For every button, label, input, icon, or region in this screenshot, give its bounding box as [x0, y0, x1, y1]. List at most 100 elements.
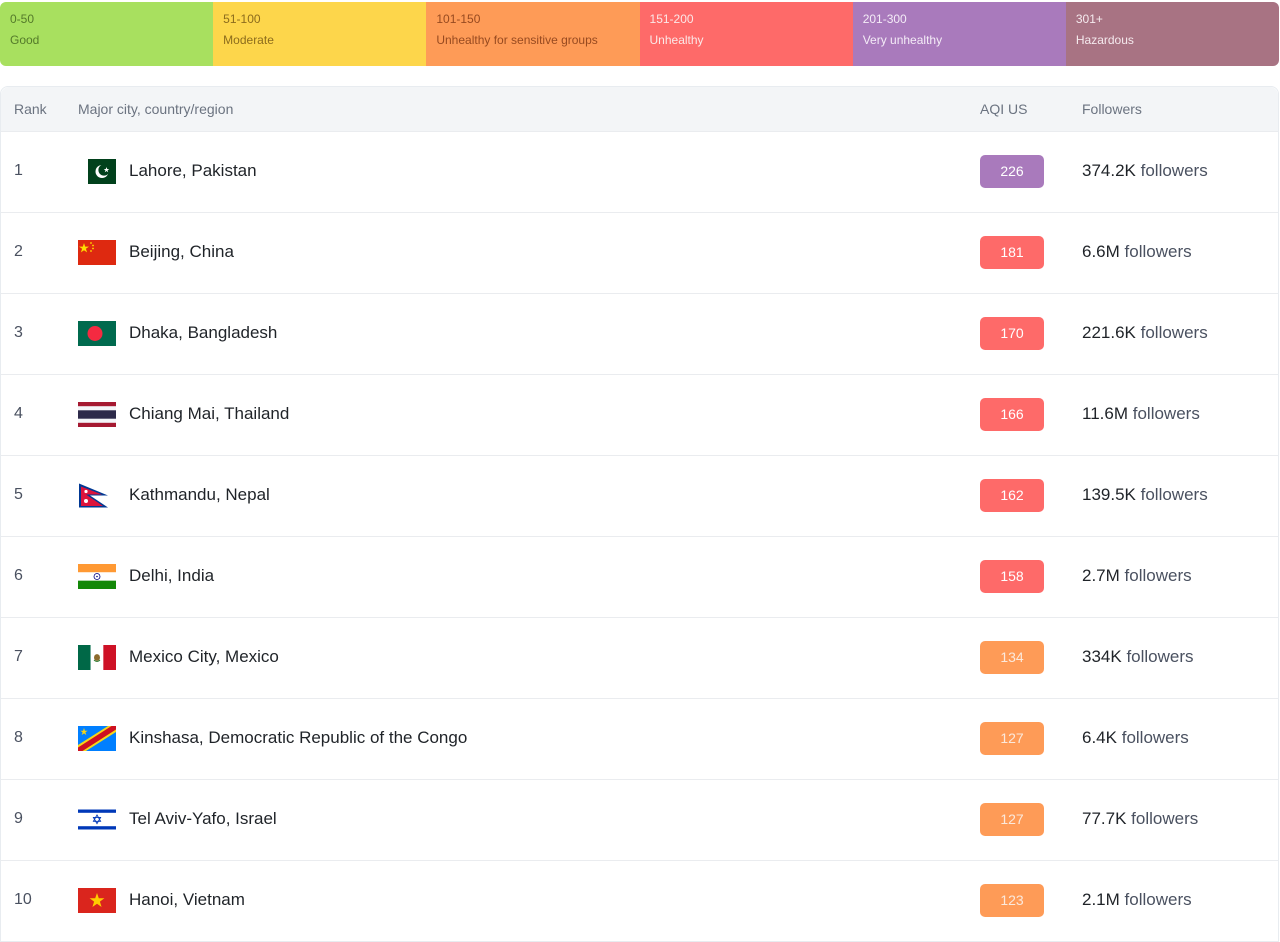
followers-count: 77.7K	[1082, 809, 1127, 828]
mexico-flag-icon	[78, 645, 116, 670]
city-link[interactable]: Mexico City, Mexico	[129, 647, 279, 666]
table-row[interactable]: 3 Dhaka, Bangladesh 170 221.6K followers	[1, 293, 1278, 374]
table-row[interactable]: 7 Mexico City, Mexico 134 334K followers	[1, 617, 1278, 698]
legend-good: 0-50 Good	[0, 2, 214, 66]
followers-count: 139.5K	[1082, 485, 1136, 504]
followers-cell: 374.2K followers	[1082, 161, 1208, 181]
rank-cell: 9	[14, 810, 23, 827]
followers-cell: 221.6K followers	[1082, 323, 1208, 343]
legend-range: 0-50	[10, 12, 35, 26]
aqi-legend: 0-50 Good 51-100 Moderate 101-150 Unheal…	[0, 2, 1279, 66]
rank-cell: 10	[14, 891, 32, 908]
followers-cell: 6.4K followers	[1082, 728, 1189, 748]
legend-unhealthy-sensitive: 101-150 Unhealthy for sensitive groups	[426, 2, 640, 66]
followers-suffix: followers	[1121, 728, 1189, 747]
rank-cell: 3	[14, 324, 23, 341]
legend-label: Unhealthy	[649, 33, 704, 47]
aqi-badge: 158	[980, 560, 1044, 593]
nepal-flag-icon	[78, 483, 116, 508]
aqi-badge: 166	[980, 398, 1044, 431]
legend-range: 301+	[1075, 12, 1103, 26]
city-link[interactable]: Hanoi, Vietnam	[129, 890, 245, 909]
followers-suffix: followers	[1140, 161, 1208, 180]
header-aqi[interactable]: AQI US	[980, 101, 1028, 117]
rank-cell: 2	[14, 243, 23, 260]
city-link[interactable]: Kathmandu, Nepal	[129, 485, 270, 504]
legend-label: Hazardous	[1075, 33, 1134, 47]
aqi-badge: 226	[980, 155, 1044, 188]
followers-count: 2.1M	[1082, 890, 1120, 909]
aqi-badge: 170	[980, 317, 1044, 350]
followers-count: 11.6M	[1082, 404, 1128, 423]
city-link[interactable]: Kinshasa, Democratic Republic of the Con…	[129, 728, 468, 747]
drc-flag-icon	[78, 726, 116, 751]
thailand-flag-icon	[78, 402, 116, 427]
table-row[interactable]: 5 Kathmandu, Nepal 162 139.5K followers	[1, 455, 1278, 536]
rank-cell: 5	[14, 486, 23, 503]
followers-count: 221.6K	[1082, 323, 1136, 342]
followers-cell: 77.7K followers	[1082, 809, 1198, 829]
followers-count: 374.2K	[1082, 161, 1136, 180]
followers-suffix: followers	[1124, 566, 1192, 585]
bangladesh-flag-icon	[78, 321, 116, 346]
legend-unhealthy: 151-200 Unhealthy	[639, 2, 853, 66]
followers-cell: 334K followers	[1082, 647, 1194, 667]
legend-label: Moderate	[223, 33, 274, 47]
legend-range: 101-150	[436, 12, 481, 26]
table-row[interactable]: 10 Hanoi, Vietnam 123 2.1M followers	[1, 860, 1278, 941]
table-row[interactable]: 8 Kinshasa, Democratic Republic of the Co…	[1, 698, 1278, 779]
followers-cell: 11.6M followers	[1082, 404, 1200, 424]
table-row[interactable]: 1 Lahore, Pakistan 226 374.2K followers	[1, 131, 1278, 212]
followers-count: 6.6M	[1082, 242, 1120, 261]
legend-range: 51-100	[223, 12, 261, 26]
vietnam-flag-icon	[78, 888, 116, 913]
followers-suffix: followers	[1124, 242, 1192, 261]
legend-label: Unhealthy for sensitive groups	[436, 33, 598, 47]
china-flag-icon	[78, 240, 116, 265]
city-link[interactable]: Dhaka, Bangladesh	[129, 323, 278, 342]
table-row[interactable]: 9 Tel Aviv-Yafo, Israel 127 77.7K followers	[1, 779, 1278, 860]
followers-cell: 2.7M followers	[1082, 566, 1192, 586]
header-rank[interactable]: Rank	[14, 101, 47, 117]
followers-suffix: followers	[1131, 809, 1199, 828]
city-link[interactable]: Tel Aviv-Yafo, Israel	[129, 809, 277, 828]
aqi-badge: 127	[980, 722, 1044, 755]
india-flag-icon	[78, 564, 116, 589]
followers-suffix: followers	[1124, 890, 1192, 909]
rank-cell: 1	[14, 162, 23, 179]
followers-count: 6.4K	[1082, 728, 1117, 747]
legend-label: Good	[10, 33, 40, 47]
aqi-badge: 134	[980, 641, 1044, 674]
city-link[interactable]: Beijing, China	[129, 242, 234, 261]
aqi-badge: 123	[980, 884, 1044, 917]
header-followers[interactable]: Followers	[1082, 101, 1142, 117]
header-city[interactable]: Major city, country/region	[78, 101, 234, 117]
followers-count: 334K	[1082, 647, 1122, 666]
legend-range: 201-300	[862, 12, 907, 26]
legend-moderate: 51-100 Moderate	[213, 2, 427, 66]
aqi-badge: 127	[980, 803, 1044, 836]
rank-cell: 7	[14, 648, 23, 665]
pakistan-flag-icon	[78, 159, 116, 184]
followers-cell: 6.6M followers	[1082, 242, 1192, 262]
rank-cell: 8	[14, 729, 23, 746]
aqi-badge: 162	[980, 479, 1044, 512]
followers-cell: 139.5K followers	[1082, 485, 1208, 505]
rank-cell: 6	[14, 567, 23, 584]
city-link[interactable]: Delhi, India	[129, 566, 215, 585]
legend-hazardous: 301+ Hazardous	[1065, 2, 1279, 66]
city-link[interactable]: Chiang Mai, Thailand	[129, 404, 290, 423]
table-row[interactable]: 2 Beijing, China 181 6.6M followers	[1, 212, 1278, 293]
followers-suffix: followers	[1126, 647, 1194, 666]
city-link[interactable]: Lahore, Pakistan	[129, 161, 257, 180]
legend-very-unhealthy: 201-300 Very unhealthy	[852, 2, 1066, 66]
legend-range: 151-200	[649, 12, 694, 26]
rank-cell: 4	[14, 405, 23, 422]
table-row[interactable]: 6 Delhi, India 158 2.7M followers	[1, 536, 1278, 617]
aqi-badge: 181	[980, 236, 1044, 269]
followers-suffix: followers	[1132, 404, 1200, 423]
israel-flag-icon	[78, 807, 116, 832]
table-row[interactable]: 4 Chiang Mai, Thailand 166 11.6M followers	[1, 374, 1278, 455]
table-header: Rank Major city, country/region AQI US F…	[1, 87, 1278, 131]
followers-cell: 2.1M followers	[1082, 890, 1192, 910]
